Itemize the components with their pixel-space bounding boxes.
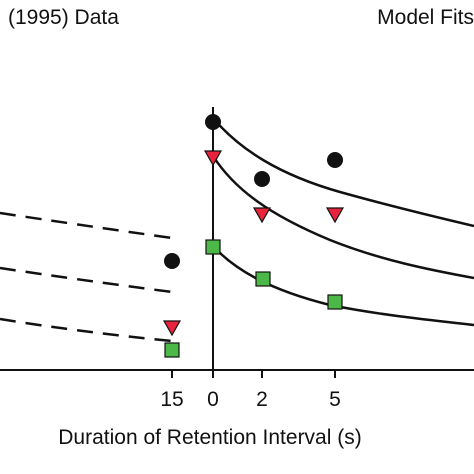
left-dashed-curve-top xyxy=(0,211,173,240)
fit-curve-circle xyxy=(212,117,474,228)
x-axis-label: Duration of Retention Interval (s) xyxy=(58,426,361,449)
point-square-0 xyxy=(205,239,221,255)
x-tick-label-15: 15 xyxy=(160,388,183,411)
x-tick-label-2: 2 xyxy=(256,388,268,411)
point-triangle-left-15 xyxy=(162,320,182,337)
point-circle-5 xyxy=(327,152,343,168)
point-circle-0 xyxy=(205,114,221,130)
point-triangle-5 xyxy=(325,207,345,224)
left-dashed-curve-bottom xyxy=(0,317,173,343)
fit-curve-triangle xyxy=(211,155,474,280)
left-dashed-curve-middle xyxy=(0,266,173,294)
fit-curve-square xyxy=(212,245,474,327)
point-square-left-15 xyxy=(164,342,180,358)
point-circle-left-15 xyxy=(164,253,180,269)
point-square-5 xyxy=(327,294,343,310)
point-triangle-0 xyxy=(203,150,223,167)
right-panel-title: Model Fits xyxy=(377,6,474,29)
left-panel-title: (1995) Data xyxy=(8,6,119,29)
x-tick-label-5: 5 xyxy=(329,388,341,411)
point-circle-2 xyxy=(254,171,270,187)
point-triangle-2 xyxy=(252,207,272,224)
x-tick-label-0: 0 xyxy=(207,388,219,411)
point-square-2 xyxy=(255,271,271,287)
